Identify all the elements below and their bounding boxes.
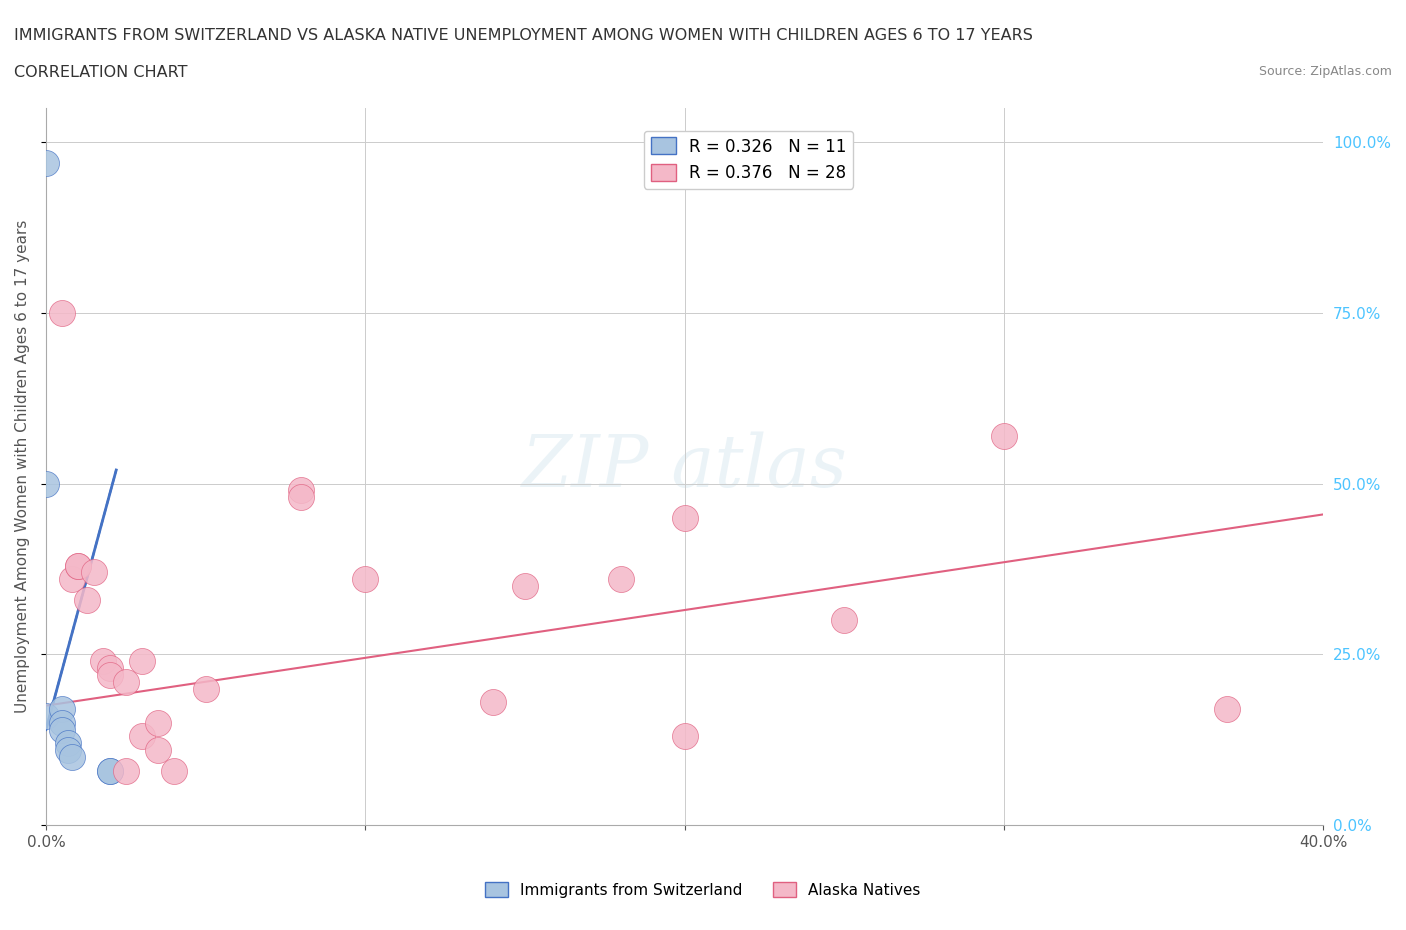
Legend: R = 0.326   N = 11, R = 0.376   N = 28: R = 0.326 N = 11, R = 0.376 N = 28 (644, 131, 853, 189)
Point (98, 764, 121, 778)
Point (146, 742, 169, 757)
Point (131, 654, 153, 669)
Point (114, 674, 136, 689)
Point (610, 572, 633, 587)
Point (993, 429, 1015, 444)
Point (35, 155, 58, 170)
Point (673, 511, 696, 525)
Point (163, 764, 186, 778)
Text: Source: ZipAtlas.com: Source: ZipAtlas.com (1258, 65, 1392, 78)
Point (60, 750, 83, 764)
Point (354, 572, 377, 587)
Point (131, 729, 153, 744)
Point (1216, 701, 1239, 716)
Text: CORRELATION CHART: CORRELATION CHART (14, 65, 187, 80)
Point (76, 592, 98, 607)
Point (98, 660, 121, 675)
Point (290, 490, 312, 505)
Point (35, 476, 58, 491)
Point (66, 558, 89, 573)
Text: IMMIGRANTS FROM SWITZERLAND VS ALASKA NATIVE UNEMPLOYMENT AMONG WOMEN WITH CHILD: IMMIGRANTS FROM SWITZERLAND VS ALASKA NA… (14, 28, 1033, 43)
Point (83, 565, 105, 580)
Point (482, 695, 505, 710)
Point (51, 715, 73, 730)
Point (35, 709, 58, 724)
Point (93, 654, 115, 669)
Point (66, 558, 89, 573)
Point (98, 668, 121, 683)
Point (114, 764, 136, 778)
Point (60, 572, 83, 587)
Point (98, 764, 121, 778)
Point (832, 613, 855, 628)
Point (194, 681, 217, 696)
Point (51, 305, 73, 320)
Legend: Immigrants from Switzerland, Alaska Natives: Immigrants from Switzerland, Alaska Nati… (479, 875, 927, 904)
Point (51, 701, 73, 716)
Point (58, 736, 80, 751)
Point (58, 742, 80, 757)
Point (290, 483, 312, 498)
Point (146, 715, 169, 730)
Point (51, 722, 73, 737)
Point (513, 578, 536, 593)
Text: ZIP atlas: ZIP atlas (522, 432, 848, 502)
Y-axis label: Unemployment Among Women with Children Ages 6 to 17 years: Unemployment Among Women with Children A… (15, 219, 30, 713)
Point (673, 729, 696, 744)
